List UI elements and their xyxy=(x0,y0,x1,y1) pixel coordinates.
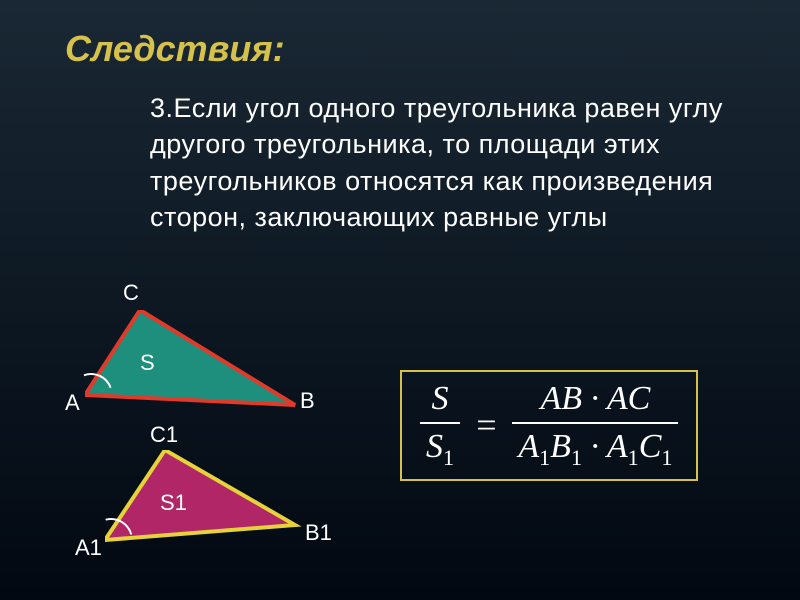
formula-left-den: S1 xyxy=(420,422,460,471)
triangle-2: A1B1C1S1 xyxy=(105,450,325,560)
vertex-label: S1 xyxy=(160,490,187,516)
vertex-label: C1 xyxy=(150,422,178,448)
vertex-label: B1 xyxy=(305,520,332,546)
formula-left-num: S xyxy=(420,380,460,422)
formula-right-num: AB · AC xyxy=(512,380,678,422)
slide-title: Следствия: xyxy=(65,28,285,70)
vertex-label: B xyxy=(300,388,315,414)
equals-sign: = xyxy=(474,404,498,446)
vertex-label: A1 xyxy=(75,535,102,561)
vertex-label: C xyxy=(123,280,139,306)
triangle-1: ABCS xyxy=(85,310,315,425)
vertex-label: A xyxy=(65,390,80,416)
formula-right-den: A1B1 · A1C1 xyxy=(512,422,678,471)
theorem-text: 3.Если угол одного треугольника равен уг… xyxy=(150,90,760,236)
formula-box: S S1 = AB · AC A1B1 · A1C1 xyxy=(400,370,698,481)
vertex-label: S xyxy=(140,350,155,376)
